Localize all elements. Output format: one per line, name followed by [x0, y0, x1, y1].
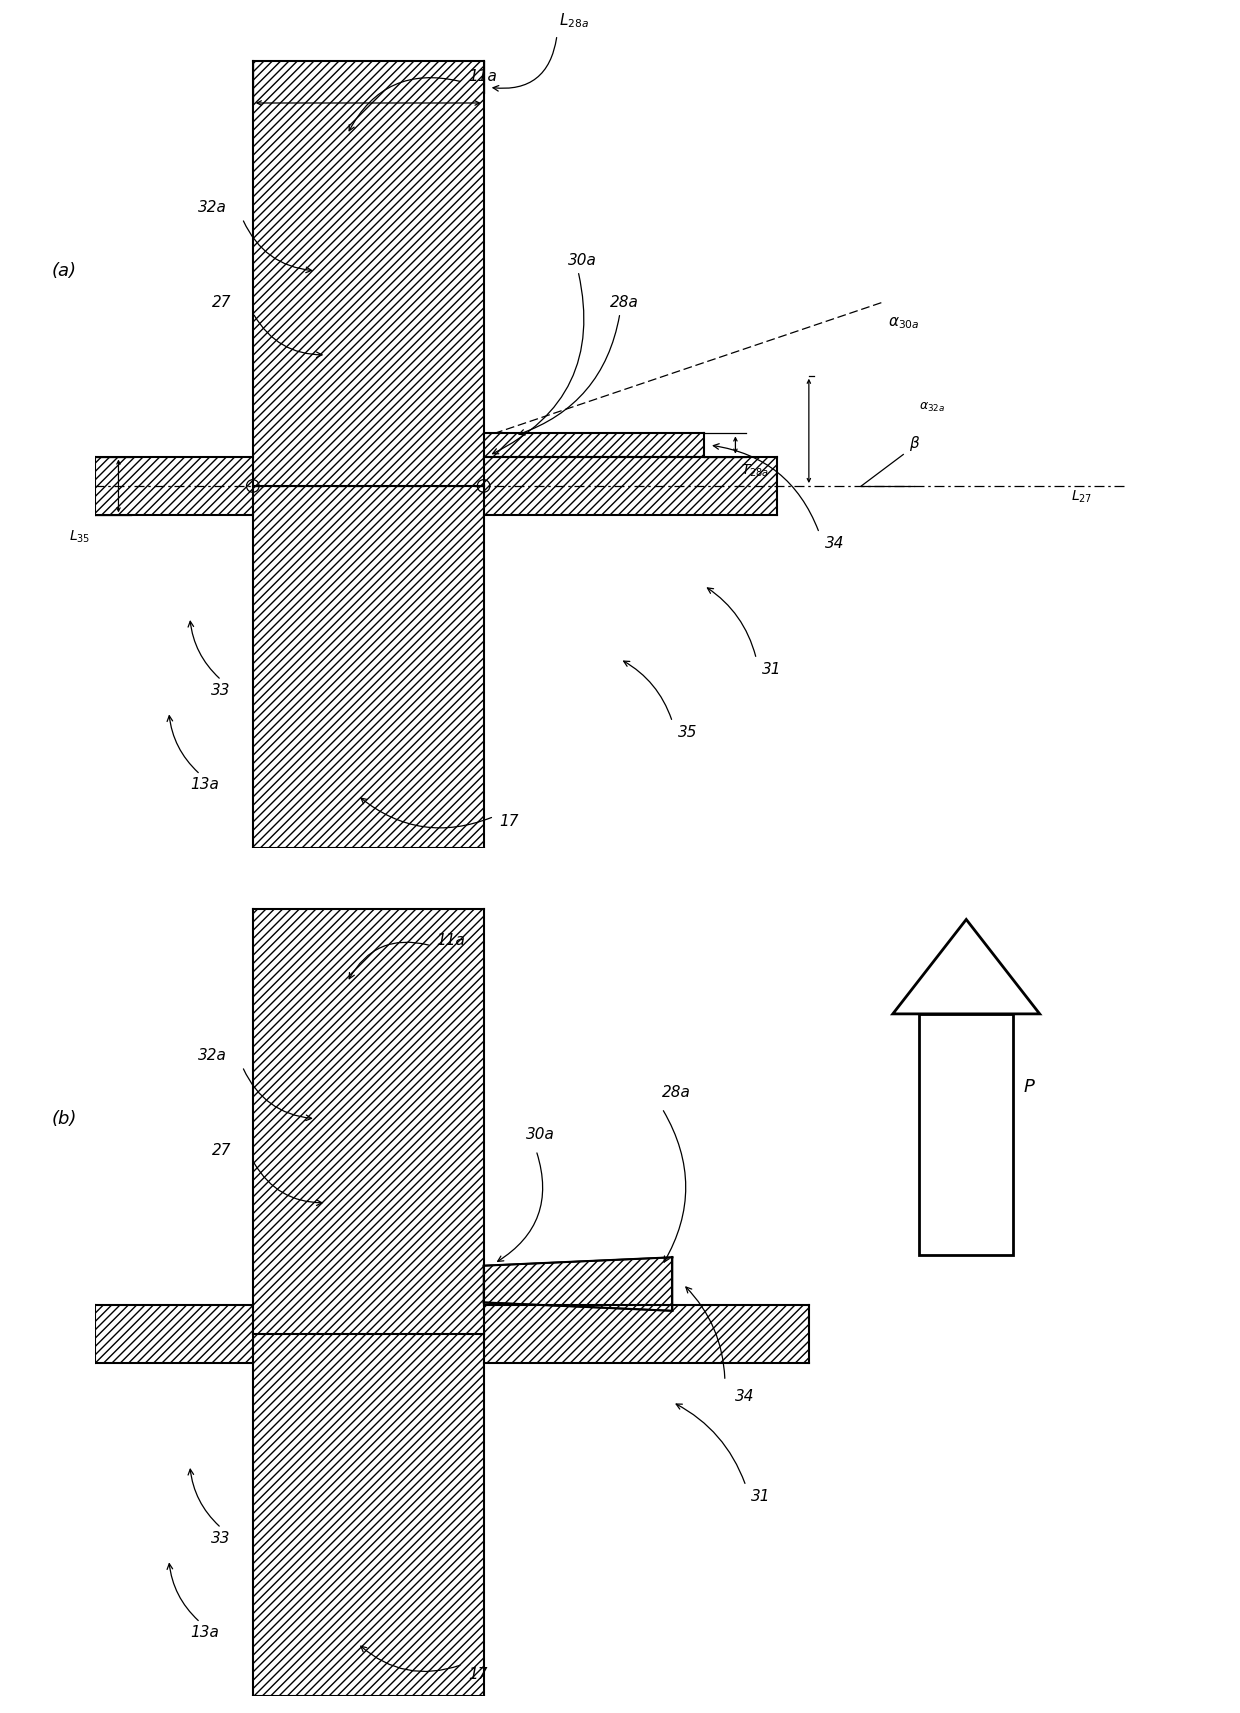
Text: $T_{28a}$: $T_{28a}$	[740, 463, 769, 480]
Text: (a): (a)	[51, 262, 77, 279]
Polygon shape	[253, 910, 484, 1334]
Polygon shape	[484, 433, 704, 457]
Polygon shape	[484, 1305, 808, 1364]
Polygon shape	[919, 1014, 1013, 1256]
Text: 33: 33	[211, 683, 231, 699]
Polygon shape	[95, 1305, 253, 1364]
Text: $L_{28a}$: $L_{28a}$	[559, 10, 589, 29]
Text: 32a: 32a	[197, 1048, 227, 1064]
Text: 27: 27	[212, 295, 232, 310]
Polygon shape	[893, 920, 1039, 1014]
Text: 34: 34	[825, 536, 844, 552]
Text: 27: 27	[212, 1143, 232, 1158]
Text: 35: 35	[678, 725, 697, 740]
Text: 11a: 11a	[436, 934, 465, 947]
Polygon shape	[253, 486, 484, 848]
Text: $\beta$: $\beta$	[909, 435, 920, 454]
Text: 11a: 11a	[467, 69, 497, 84]
Text: 31: 31	[761, 661, 781, 677]
Text: $L_{35}$: $L_{35}$	[68, 528, 91, 545]
Text: 28a: 28a	[610, 295, 639, 310]
Text: 28a: 28a	[662, 1084, 691, 1100]
Text: (b): (b)	[51, 1110, 77, 1127]
Text: $L_{27}$: $L_{27}$	[1071, 488, 1092, 505]
Text: 34: 34	[735, 1389, 755, 1405]
Text: 13a: 13a	[190, 778, 218, 793]
Polygon shape	[253, 62, 484, 486]
Polygon shape	[253, 1334, 484, 1696]
Text: 13a: 13a	[190, 1626, 218, 1641]
Text: 17: 17	[467, 1667, 487, 1682]
Polygon shape	[484, 1257, 672, 1310]
Text: 31: 31	[751, 1489, 770, 1504]
Text: 30a: 30a	[568, 254, 596, 267]
Text: 32a: 32a	[197, 200, 227, 216]
Polygon shape	[484, 457, 777, 516]
Text: P: P	[1024, 1077, 1035, 1096]
Text: 17: 17	[500, 814, 518, 829]
Text: 30a: 30a	[526, 1127, 554, 1143]
Text: $\alpha_{32a}$: $\alpha_{32a}$	[919, 401, 945, 415]
Polygon shape	[95, 457, 253, 516]
Text: 33: 33	[211, 1531, 231, 1547]
Text: $\alpha_{30a}$: $\alpha_{30a}$	[888, 315, 919, 331]
